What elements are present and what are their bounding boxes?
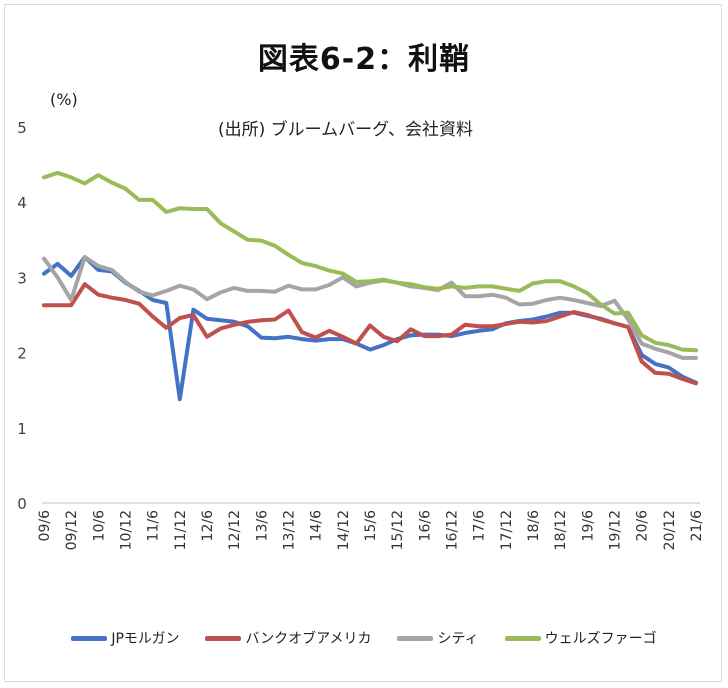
legend-label: JPモルガン — [111, 631, 180, 647]
series-line-1 — [42, 282, 698, 386]
y-tick-label: 3 — [17, 269, 27, 287]
x-tick-label: 19/12 — [608, 510, 624, 550]
legend-swatch — [205, 635, 242, 641]
x-tick-label: 13/12 — [282, 510, 298, 550]
x-tick-label: 14/6 — [309, 510, 325, 542]
legend-swatch — [397, 635, 434, 641]
y-tick-label: 4 — [17, 194, 27, 212]
y-tick-label: 0 — [17, 495, 27, 513]
x-tick-label: 19/6 — [580, 510, 596, 542]
series-line-3 — [42, 170, 698, 353]
x-tick-label: 10/6 — [91, 510, 107, 542]
chart-title: 図表6-2：利鞘 — [257, 42, 471, 77]
legend-swatch — [71, 635, 108, 641]
x-tick-label: 20/6 — [635, 510, 651, 542]
legend-label: バンクオブアメリカ — [245, 631, 372, 647]
x-tick-label: 11/12 — [173, 510, 189, 550]
x-tick-label: 11/6 — [146, 510, 162, 542]
y-tick-label: 1 — [17, 420, 27, 438]
legend-item-3: ウェルズファーゴ — [504, 628, 657, 648]
x-tick-label: 10/12 — [119, 510, 135, 550]
x-tick-label: 20/12 — [662, 510, 678, 550]
x-tick-label: 15/6 — [363, 510, 379, 542]
chart-frame — [4, 4, 722, 682]
x-tick-label: 12/6 — [200, 510, 216, 542]
x-tick-label: 12/12 — [227, 510, 243, 550]
x-tick-label: 17/6 — [472, 510, 488, 542]
y-tick-label: 5 — [17, 119, 27, 137]
x-tick-label: 16/12 — [445, 510, 461, 550]
legend-label: ウェルズファーゴ — [544, 631, 657, 647]
x-tick-label: 18/6 — [526, 510, 542, 542]
legend-label: シティ — [437, 631, 479, 647]
x-tick-label: 21/6 — [689, 510, 705, 542]
x-tick-label: 13/6 — [254, 510, 270, 542]
legend-item-1: バンクオブアメリカ — [205, 628, 371, 648]
y-axis-unit: (%) — [50, 90, 78, 109]
x-tick-label: 09/6 — [37, 510, 53, 542]
legend-item-2: シティ — [397, 628, 479, 648]
x-tick-label: 17/12 — [499, 510, 515, 550]
x-tick-label: 16/6 — [417, 510, 433, 542]
legend-item-0: JPモルガン — [71, 628, 179, 648]
x-tick-label: 14/12 — [336, 510, 352, 550]
y-tick-label: 2 — [17, 345, 27, 363]
source-note: (出所) ブルームバーグ、会社資料 — [218, 120, 473, 140]
legend: JPモルガン バンクオブアメリカ シティ ウェルズファーゴ — [0, 626, 728, 650]
x-tick-label: 18/12 — [553, 510, 569, 550]
x-tick-label: 09/12 — [64, 510, 80, 550]
legend-swatch — [504, 635, 541, 641]
x-tick-label: 15/12 — [390, 510, 406, 550]
